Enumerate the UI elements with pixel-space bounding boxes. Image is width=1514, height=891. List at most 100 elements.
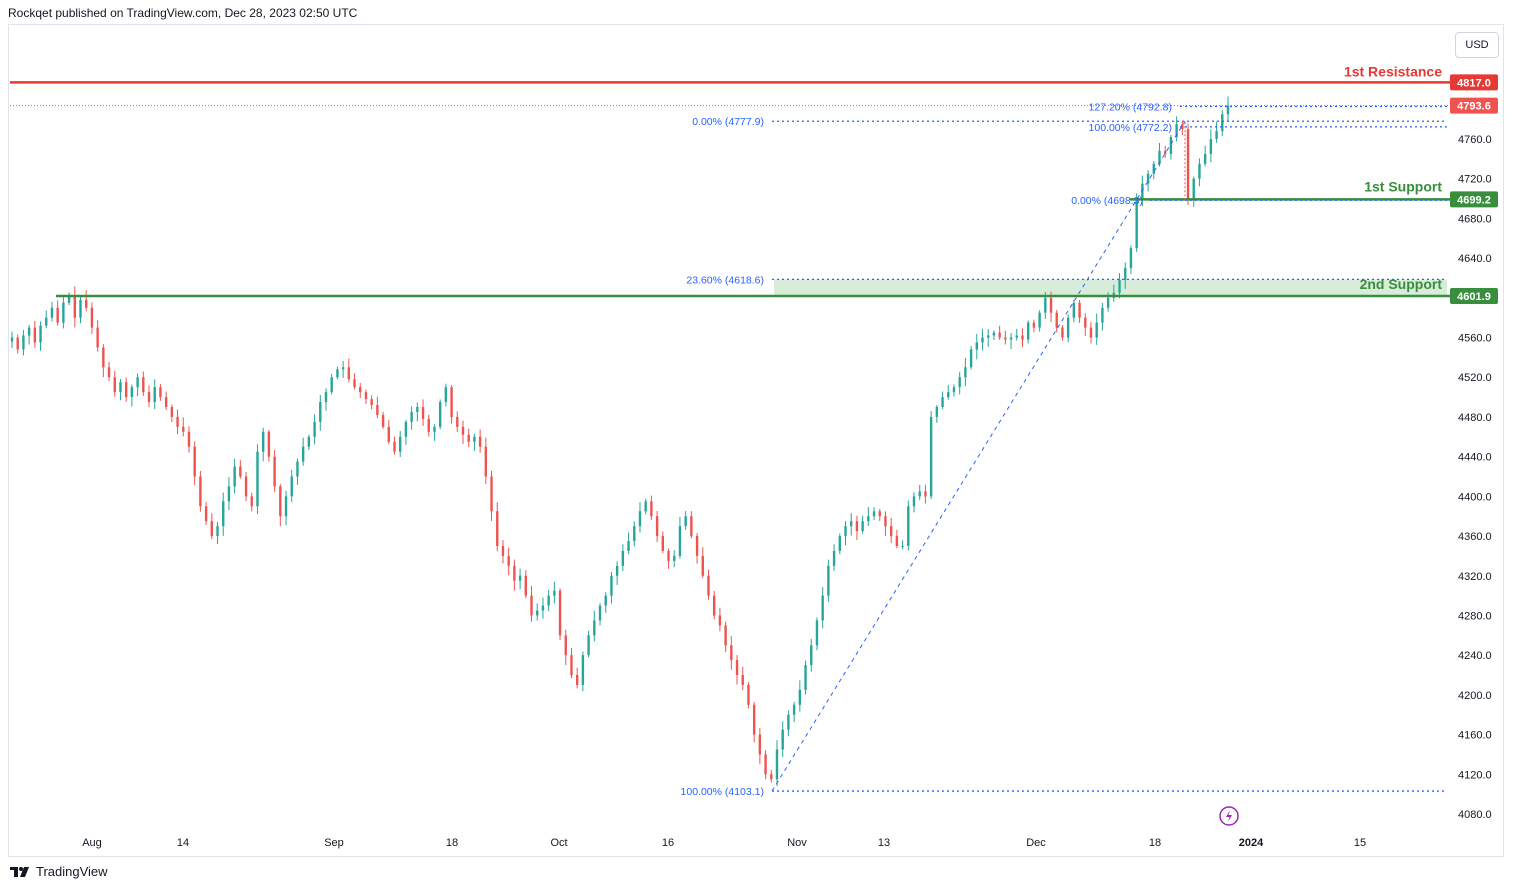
y-tick-label: 4520.0 [1458,372,1492,384]
candle-body [547,595,550,606]
candle-body [85,299,88,308]
candle-body [804,665,807,690]
y-tick-label: 4200.0 [1458,690,1492,702]
candle-body [45,317,48,326]
candle-body [810,645,813,666]
candle-body [575,675,579,685]
candle-body [741,675,744,685]
candle-body [889,526,893,537]
y-tick-label: 4240.0 [1458,650,1492,662]
candle-body [570,655,573,676]
currency-button[interactable]: USD [1455,32,1499,58]
candle-body [541,605,545,611]
candle-body [182,426,185,432]
candle-body [22,335,25,350]
candle-body [553,590,556,596]
candle-body [929,416,933,497]
candle-body [250,496,253,507]
candle-body [947,392,950,398]
candle-body [1004,337,1007,340]
candle-body [718,615,722,626]
candle-body [353,379,356,388]
candle-body [918,491,921,497]
candle-body [844,526,847,537]
candle-body [701,555,704,576]
candle-body [461,426,465,435]
candle-body [227,486,231,502]
candle-body [969,349,973,368]
y-tick-label: 4560.0 [1458,333,1492,345]
candle-body [964,367,967,378]
candle-body [399,436,402,452]
candle-body [1066,317,1070,338]
candle-body [216,526,219,537]
tradingview-logo-text: TradingView [36,864,108,879]
candle-body [256,451,259,507]
candle-body [644,501,647,512]
candle-body [142,377,145,393]
candle-body [735,660,739,676]
candle-body [992,332,996,336]
candle-body [775,749,779,780]
price-tag-label: 4793.6 [1457,101,1491,113]
x-tick-label: Oct [550,837,567,849]
candle-body [667,550,670,561]
candle-body [102,347,105,368]
candle-body [27,327,31,336]
candle-body [279,486,282,517]
candle-body [1038,312,1041,328]
candle-body [752,704,756,735]
candle-body [290,476,293,497]
candle-body [707,575,710,596]
candle-body [273,456,276,487]
candle-body [518,575,522,581]
y-tick-label: 4400.0 [1458,491,1492,503]
candle-body [119,382,122,393]
candle-body [376,405,379,415]
candle-body [244,476,248,497]
candle-body [330,377,333,393]
candle-body [1049,297,1053,313]
candle-body [1089,327,1093,338]
y-tick-label: 4080.0 [1458,809,1492,821]
candle-body [347,367,351,380]
candle-body [507,555,510,566]
x-tick-label: 2024 [1239,837,1264,849]
fib-support-zone [774,279,1447,296]
candle-body [1055,312,1058,328]
candle-body [501,545,505,556]
candle-body [496,511,499,546]
candle-body [633,526,636,542]
tradingview-logo-icon [10,866,29,877]
candle-body [364,392,368,400]
y-tick-label: 4120.0 [1458,769,1492,781]
candle-body [1181,124,1184,130]
candle-body [650,501,653,517]
chart-frame [8,24,1504,857]
candle-body [359,387,362,393]
candle-body [861,521,864,532]
candle-body [473,436,476,442]
fib-level-label: 0.00% (4777.9) [692,116,764,128]
candle-body [147,392,151,403]
candle-body [587,635,590,656]
candle-body [747,684,750,705]
candle-body [210,521,214,537]
price-tag-bg [1450,97,1498,114]
candle-body [204,506,208,522]
fib-level-label: 0.00% (4698.3) [1071,195,1143,207]
candle-body [604,595,607,606]
price-tag-label: 4601.9 [1457,291,1491,303]
x-tick-label: 18 [446,837,458,849]
y-tick-label: 4480.0 [1458,412,1492,424]
candle-body [615,565,619,576]
candle-body [661,536,665,551]
candle-body [456,416,459,427]
candle-body [1209,139,1213,154]
candle-body [96,327,99,348]
candle-body [404,421,408,437]
candle-body [1015,335,1018,338]
candle-body [1175,124,1178,138]
price-tag-bg [1450,74,1498,91]
